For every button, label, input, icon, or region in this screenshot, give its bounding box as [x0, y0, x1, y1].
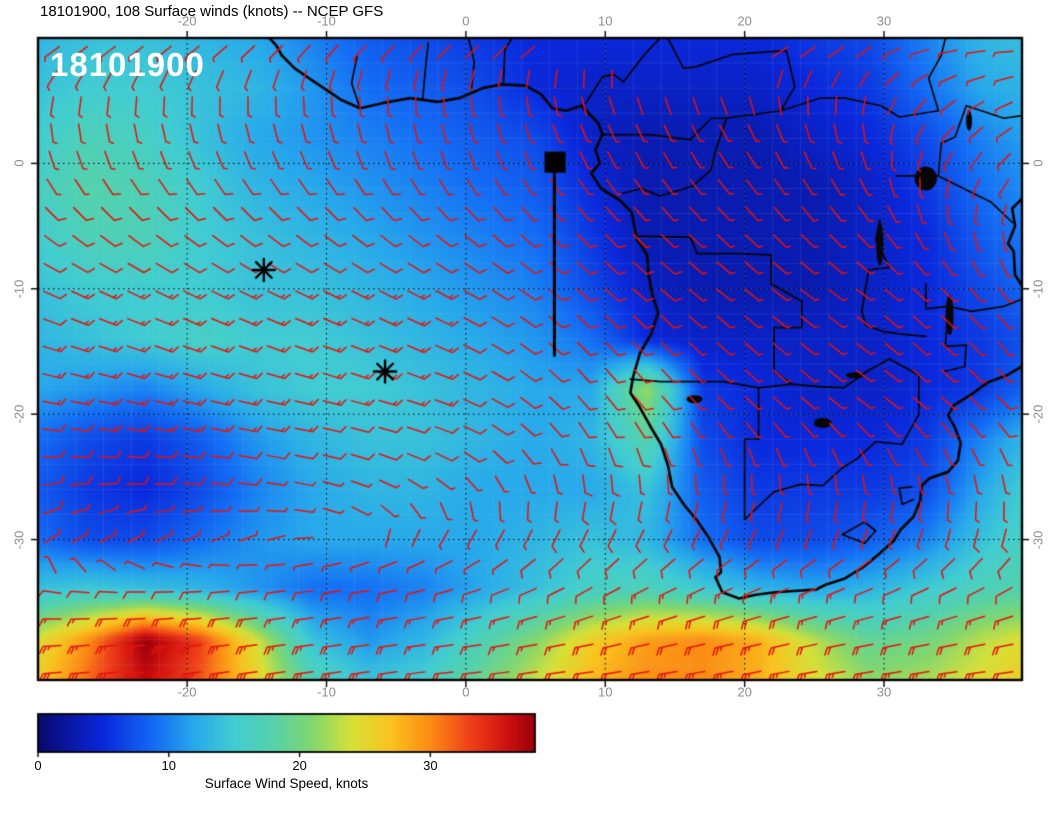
lon-tick-bottom-label: -20 [177, 684, 197, 700]
lat-tick-left-label: -30 [11, 530, 27, 549]
lon-tick-top-label: 30 [876, 13, 892, 29]
colorbar-tick-label: 30 [423, 758, 438, 773]
lat-tick-right-label: -20 [1030, 404, 1046, 424]
lon-tick-top-label: -20 [177, 13, 197, 29]
lon-tick-bottom-label: 10 [598, 684, 613, 700]
lon-tick-top-label: -10 [317, 13, 336, 29]
lon-tick-bottom-label: -10 [317, 684, 336, 700]
lon-tick-top-label: 10 [598, 13, 613, 29]
timestamp-overlay: 18101900 [50, 46, 205, 83]
lon-tick-bottom-label: 0 [462, 684, 470, 700]
lon-tick-top-label: 20 [737, 13, 752, 29]
lat-tick-right-label: -30 [1030, 530, 1046, 549]
lon-tick-top-label: 0 [462, 13, 470, 29]
lat-tick-left-label: -10 [11, 279, 27, 299]
colorbar-tick-label: 10 [161, 758, 177, 773]
lon-tick-bottom-label: 20 [737, 684, 752, 700]
colorbar-tick-label: 0 [34, 758, 42, 773]
colorbar-tick-label: 20 [292, 758, 307, 773]
lat-tick-left-label: 0 [11, 159, 27, 168]
lon-tick-bottom-label: 30 [876, 684, 892, 700]
lat-tick-right-label: 0 [1030, 159, 1046, 168]
figure-title: 18101900, 108 Surface winds (knots) -- N… [40, 3, 384, 20]
lat-tick-left-label: -20 [11, 404, 27, 424]
colorbar-label: Surface Wind Speed, knots [204, 776, 369, 791]
lat-tick-right-label: -10 [1030, 279, 1046, 299]
